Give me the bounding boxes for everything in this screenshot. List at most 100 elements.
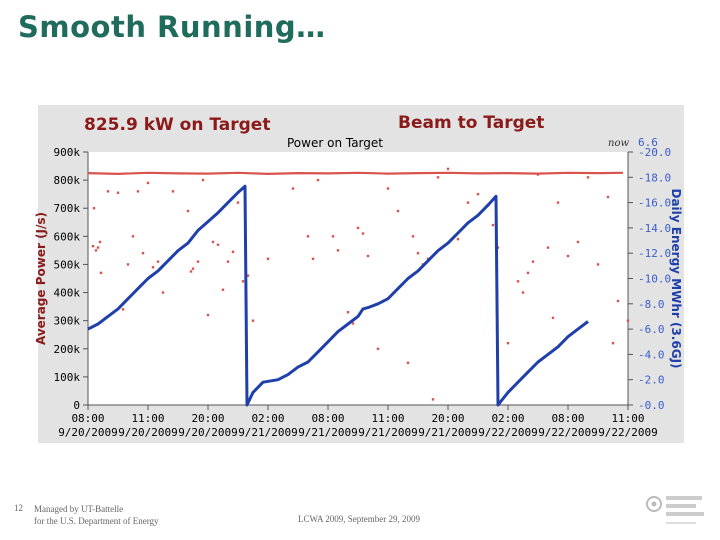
power-point (346, 311, 350, 314)
power-point (361, 232, 365, 235)
ornl-logo-icon (646, 496, 704, 524)
power-point (131, 235, 135, 238)
x-tick-date: 9/22/2009 (598, 426, 658, 439)
power-point (466, 201, 470, 204)
x-tick-time: 20:00 (431, 412, 464, 425)
y2-tick-label: -8.0 (638, 298, 665, 311)
y2-axis-label: Daily Energy MWhr (3.6GJ) (669, 188, 683, 368)
power-point (576, 240, 580, 244)
power-point (496, 246, 500, 249)
power-point (406, 361, 410, 365)
power-point (626, 319, 630, 322)
power-point (531, 260, 535, 263)
power-point (316, 178, 320, 182)
power-point (456, 237, 460, 241)
x-tick-date: 9/20/2009 (118, 426, 178, 439)
x-tick-time: 02:00 (491, 412, 524, 425)
power-point (92, 207, 96, 210)
slide-title: Smooth Running… (18, 10, 326, 44)
y-tick-label: 700k (54, 202, 81, 215)
power-readout: 825.9 kW on Target (84, 115, 271, 135)
power-point (161, 291, 165, 294)
power-point (91, 244, 95, 248)
footer-center: LCWA 2009, September 29, 2009 (298, 514, 420, 524)
power-point (596, 263, 600, 266)
power-point (266, 257, 270, 261)
power-point (216, 243, 220, 246)
x-tick-date: 9/20/2009 (58, 426, 118, 439)
y2-tick-label: -20.0 (638, 146, 671, 159)
power-point (416, 252, 420, 255)
power-point (436, 176, 440, 179)
power-point (99, 271, 103, 275)
power-point (94, 249, 98, 252)
power-point (611, 341, 615, 345)
x-tick-time: 08:00 (311, 412, 344, 425)
x-tick-date: 9/22/2009 (478, 426, 538, 439)
x-tick-time: 08:00 (71, 412, 104, 425)
daily-energy-line (87, 184, 589, 407)
power-point (351, 322, 355, 325)
power-point (556, 201, 560, 204)
y2-tick-label: -14.0 (638, 222, 671, 235)
power-line (87, 171, 624, 175)
x-tick-date: 9/21/2009 (298, 426, 358, 439)
slide-number: 12 (14, 503, 23, 513)
power-point (141, 252, 145, 255)
x-tick-time: 11:00 (611, 412, 644, 425)
footer-managed-by: Managed by UT-Battelle for the U.S. Depa… (34, 503, 159, 527)
y2-tick-label: -4.0 (638, 348, 665, 361)
chart-title: Power on Target (287, 136, 383, 150)
power-point (536, 173, 540, 176)
x-tick-time: 11:00 (131, 412, 164, 425)
power-point (586, 176, 590, 179)
power-point (98, 240, 102, 244)
power-point (151, 266, 155, 269)
power-point (206, 313, 210, 317)
x-tick-time: 08:00 (551, 412, 584, 425)
x-tick-date: 9/20/2009 (178, 426, 238, 439)
power-point (189, 270, 193, 273)
power-point (146, 181, 150, 185)
power-point (476, 192, 480, 196)
power-point (516, 280, 520, 283)
now-value: 6.6 (638, 136, 658, 149)
x-tick-time: 20:00 (191, 412, 224, 425)
power-point (526, 271, 530, 275)
power-point (226, 260, 230, 263)
y-axis-label: Average Power (J/s) (34, 212, 48, 345)
y-tick-label: 900k (54, 146, 81, 159)
power-point (306, 235, 310, 238)
power-point (616, 299, 620, 303)
x-tick-date: 9/21/2009 (418, 426, 478, 439)
power-point (396, 209, 400, 213)
y-tick-label: 500k (54, 258, 81, 271)
beam-label: Beam to Target (398, 113, 545, 133)
x-tick-date: 9/21/2009 (238, 426, 298, 439)
power-point (431, 398, 435, 401)
power-point (546, 246, 550, 249)
x-tick-date: 9/22/2009 (538, 426, 598, 439)
power-point (186, 209, 190, 213)
power-point (241, 280, 245, 283)
power-point (331, 235, 335, 238)
power-point (551, 316, 555, 320)
footer-line1: Managed by UT-Battelle (34, 504, 124, 514)
y2-tick-label: -16.0 (638, 197, 671, 210)
power-point (311, 257, 315, 261)
y2-tick-label: -2.0 (638, 374, 665, 387)
y2-tick-label: -6.0 (638, 323, 665, 336)
y2-tick-label: -18.0 (638, 171, 671, 184)
footer-line2: for the U.S. Department of Energy (34, 516, 159, 526)
power-point (506, 341, 510, 345)
power-point (126, 263, 130, 266)
power-point (246, 274, 250, 277)
power-point (376, 347, 380, 350)
power-point (116, 191, 120, 194)
power-point (136, 190, 140, 193)
y-tick-label: 100k (54, 371, 81, 384)
power-point (106, 190, 110, 193)
x-tick-time: 11:00 (371, 412, 404, 425)
power-point (491, 223, 495, 227)
